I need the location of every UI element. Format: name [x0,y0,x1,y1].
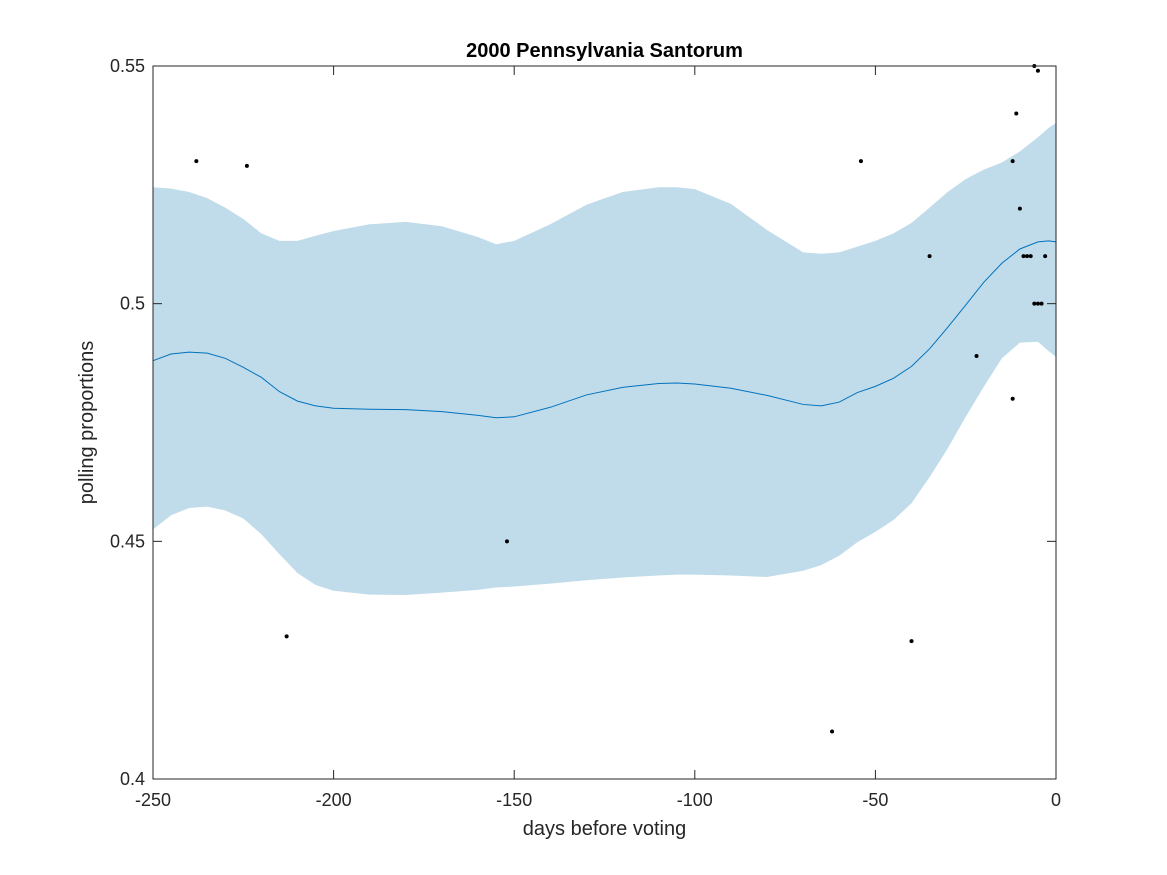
y-tick-label: 0.45 [110,531,145,551]
data-points-layer [194,64,1048,734]
x-tick-label: -250 [135,790,171,810]
data-point [858,159,863,164]
confidence-band-layer [153,123,1056,596]
data-point [927,254,932,259]
y-tick-label: 0.4 [120,769,145,789]
data-point [244,163,249,168]
data-point [1021,254,1026,259]
axes-box [152,65,1057,780]
x-axis-label: days before voting [523,818,686,840]
x-tick-label: -150 [496,790,532,810]
chart-title: 2000 Pennsylvania Santorum [466,40,743,62]
data-point [194,159,199,164]
y-tick-label: 0.5 [120,294,145,314]
x-tick-label: -50 [862,790,888,810]
data-point [1035,301,1040,306]
data-point [1010,159,1015,164]
data-point [1014,111,1019,116]
data-point [1010,396,1015,401]
x-tick-label: 0 [1051,790,1061,810]
data-point [284,634,289,639]
x-axis-ticks: -250 -200 -150 -100 -50 0 [135,66,1061,810]
data-point [974,353,979,358]
data-point [830,729,835,734]
fit-line-layer [152,240,1057,419]
confidence-band [153,123,1056,596]
data-point [1028,254,1033,259]
data-point [1017,206,1022,211]
y-axis-label: polling proportions [76,341,98,504]
data-point [1025,254,1030,259]
y-axis-ticks: 0.4 0.45 0.5 0.55 [110,56,1056,789]
fit-line [152,240,1057,419]
axes [152,65,1057,780]
data-point [1043,254,1048,259]
y-tick-label: 0.55 [110,56,145,76]
data-point [1035,68,1040,73]
data-point [1039,301,1044,306]
x-tick-label: -200 [316,790,352,810]
data-point [909,639,914,644]
data-point [1032,301,1037,306]
data-point [504,539,509,544]
x-tick-label: -100 [677,790,713,810]
